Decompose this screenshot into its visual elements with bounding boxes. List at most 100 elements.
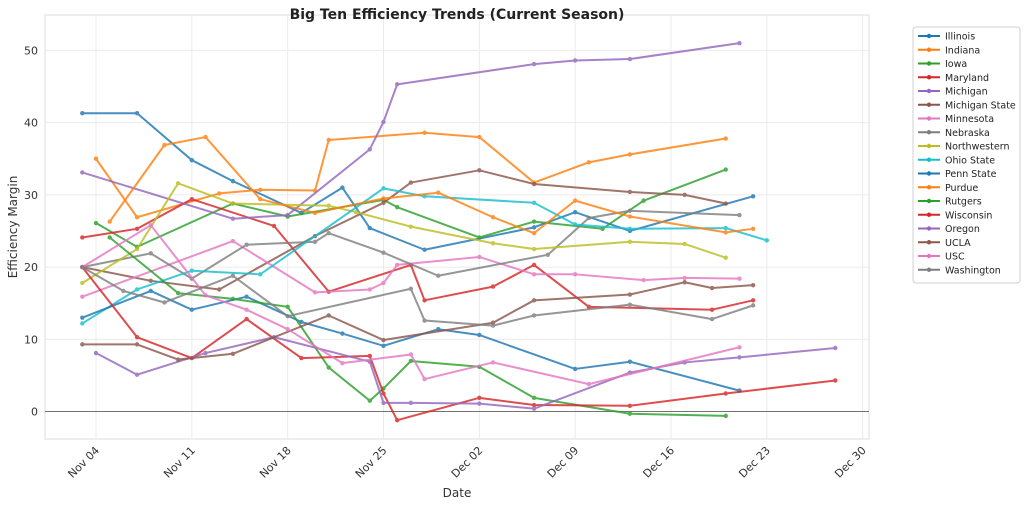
x-tick-labels: Nov 04 Nov 11 Nov 18 Nov 25 Dec 02 Dec 09 Dec … bbox=[65, 444, 868, 481]
legend-label: Rutgers bbox=[945, 197, 982, 208]
data-point bbox=[203, 293, 208, 298]
data-point bbox=[394, 82, 400, 87]
legend-marker bbox=[926, 226, 932, 231]
data-point bbox=[367, 287, 372, 292]
data-point bbox=[490, 241, 496, 246]
data-point bbox=[367, 225, 372, 231]
data-point bbox=[422, 247, 427, 252]
data-point bbox=[531, 313, 537, 318]
data-point bbox=[271, 223, 277, 229]
series-iowa bbox=[93, 167, 728, 250]
data-point bbox=[531, 246, 537, 252]
legend-label: Penn State bbox=[945, 169, 997, 180]
legend-item: Illinois bbox=[918, 32, 975, 43]
data-point bbox=[107, 219, 112, 224]
legend-label: Indiana bbox=[945, 45, 980, 56]
data-point bbox=[477, 134, 482, 140]
data-point bbox=[148, 222, 153, 228]
legend-label: Ohio State bbox=[945, 155, 995, 166]
data-point bbox=[627, 152, 633, 157]
legend-item: UCLA bbox=[918, 238, 971, 249]
data-point bbox=[572, 209, 578, 215]
data-point bbox=[134, 372, 140, 377]
data-point bbox=[312, 239, 318, 245]
series-purdue bbox=[107, 134, 756, 236]
data-point bbox=[408, 400, 414, 406]
data-point bbox=[175, 290, 181, 296]
data-point bbox=[422, 376, 427, 382]
y-tick-label: 40 bbox=[24, 117, 38, 130]
series-line bbox=[82, 281, 754, 361]
data-point bbox=[723, 255, 728, 260]
data-point bbox=[285, 304, 290, 310]
legend-marker bbox=[926, 240, 932, 245]
data-point bbox=[586, 381, 592, 387]
data-point bbox=[148, 278, 153, 284]
legend-marker bbox=[926, 198, 932, 204]
legend-item: Iowa bbox=[918, 59, 967, 70]
y-tick-label: 0 bbox=[31, 406, 38, 419]
x-tick-label: Nov 04 bbox=[65, 444, 102, 481]
data-point bbox=[162, 142, 167, 148]
legend-marker bbox=[926, 88, 932, 94]
data-point bbox=[230, 273, 236, 278]
series-line bbox=[81, 182, 727, 284]
data-point bbox=[326, 203, 331, 208]
data-point bbox=[326, 313, 331, 318]
data-point bbox=[682, 275, 687, 281]
legend-label: Iowa bbox=[945, 59, 967, 70]
data-point bbox=[586, 160, 592, 165]
data-point bbox=[134, 287, 140, 292]
data-point bbox=[572, 272, 578, 277]
data-point bbox=[682, 192, 687, 198]
legend-label: Northwestern bbox=[945, 142, 1009, 153]
legend-item: Penn State bbox=[918, 169, 997, 180]
data-point bbox=[175, 181, 181, 186]
data-point bbox=[244, 242, 249, 247]
data-point bbox=[723, 391, 728, 396]
data-point bbox=[477, 332, 482, 338]
legend-item: Purdue bbox=[918, 183, 978, 194]
data-point bbox=[477, 395, 482, 401]
data-point bbox=[572, 58, 578, 63]
data-point bbox=[285, 327, 290, 332]
legend-marker bbox=[926, 185, 932, 190]
data-point bbox=[627, 208, 633, 213]
data-point bbox=[148, 288, 153, 294]
legend-label: USC bbox=[945, 252, 965, 263]
data-point bbox=[833, 378, 838, 383]
y-tick-labels: 0 10 20 30 40 50 bbox=[24, 44, 38, 418]
data-point bbox=[477, 235, 482, 240]
chart-title: Big Ten Efficiency Trends (Current Seaso… bbox=[290, 7, 625, 23]
data-point bbox=[477, 168, 482, 173]
data-point bbox=[723, 413, 728, 419]
data-point bbox=[244, 294, 249, 299]
data-point bbox=[477, 254, 482, 260]
data-point bbox=[572, 198, 578, 203]
series-line bbox=[109, 236, 726, 417]
data-point bbox=[121, 288, 126, 294]
data-point bbox=[148, 251, 153, 256]
legend-item: Nebraska bbox=[918, 128, 990, 139]
data-point bbox=[408, 224, 414, 229]
data-point bbox=[723, 225, 728, 231]
data-point bbox=[299, 319, 304, 325]
legend-item: Maryland bbox=[918, 73, 989, 84]
data-point bbox=[230, 351, 236, 356]
data-point bbox=[709, 285, 715, 291]
data-point bbox=[80, 264, 85, 270]
data-point bbox=[285, 212, 290, 218]
x-tick-label: Dec 23 bbox=[736, 444, 773, 481]
data-point bbox=[737, 40, 742, 46]
series-line bbox=[81, 266, 754, 327]
legend-marker bbox=[926, 130, 932, 135]
legend-marker bbox=[926, 253, 932, 259]
series-ohio-state bbox=[80, 186, 770, 326]
data-point bbox=[737, 345, 742, 350]
data-point bbox=[367, 353, 372, 359]
data-point bbox=[627, 239, 633, 245]
data-point bbox=[367, 398, 372, 403]
data-point bbox=[750, 194, 756, 199]
data-point bbox=[422, 298, 427, 303]
data-point bbox=[230, 238, 236, 244]
